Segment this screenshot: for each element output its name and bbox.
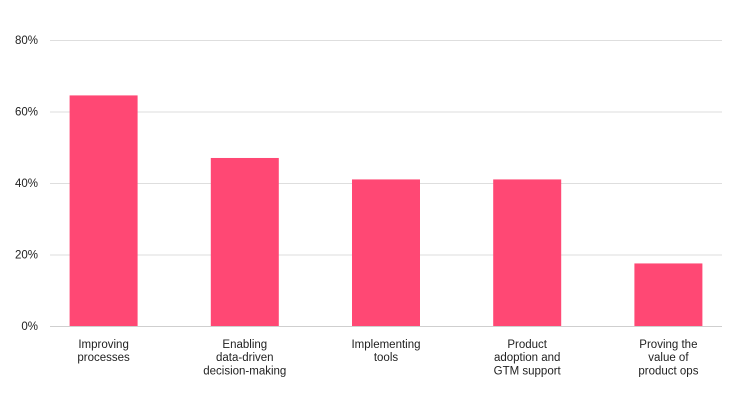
y-tick-label: 20% bbox=[15, 250, 38, 262]
x-tick-label-line: tools bbox=[374, 352, 399, 364]
x-tick-label-line: decision-making bbox=[203, 365, 286, 377]
bars bbox=[69, 95, 703, 326]
x-tick-label-line: GTM support bbox=[494, 365, 562, 377]
x-tick-label-line: product ops bbox=[638, 365, 698, 377]
x-tick-label-line: value of bbox=[648, 352, 689, 364]
y-tick-label: 0% bbox=[21, 321, 38, 333]
bar bbox=[69, 95, 138, 326]
x-tick-label: Enabling data-driven decision-making bbox=[203, 339, 286, 377]
x-tick-label-line: Proving the bbox=[639, 339, 697, 351]
y-tick-label: 60% bbox=[15, 107, 38, 119]
bar bbox=[493, 179, 562, 326]
x-tick-label-line: Product bbox=[507, 339, 547, 351]
bar bbox=[352, 179, 420, 326]
x-tick-label-line: Improving bbox=[78, 339, 129, 351]
x-tick-label: Proving the value of product ops bbox=[638, 339, 698, 377]
x-tick-label-line: Implementing bbox=[351, 339, 420, 351]
x-tick-label-line: adoption and bbox=[494, 352, 561, 364]
bar bbox=[634, 263, 703, 326]
x-tick-label: Product adoption and GTM support bbox=[494, 339, 562, 377]
x-axis-category-labels: Improving processes Enabling data-driven dec… bbox=[77, 339, 698, 377]
x-tick-label-line: processes bbox=[77, 352, 130, 364]
x-tick-label: Implementing tools bbox=[351, 339, 420, 364]
x-tick-label: Improving processes bbox=[77, 339, 130, 364]
y-tick-label: 40% bbox=[15, 178, 38, 190]
x-tick-label-line: data-driven bbox=[216, 352, 274, 364]
y-tick-label: 80% bbox=[15, 35, 38, 47]
y-axis-tick-labels: 0% 20% 40% 60% 80% bbox=[15, 35, 38, 333]
bar bbox=[210, 157, 279, 326]
x-tick-label-line: Enabling bbox=[222, 339, 267, 351]
